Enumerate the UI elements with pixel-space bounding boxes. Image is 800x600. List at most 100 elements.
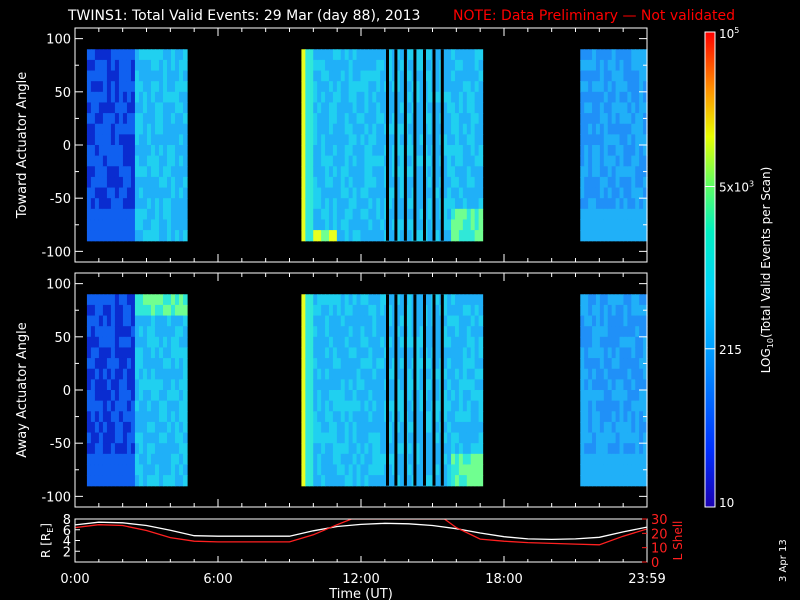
heatmap-cell [631, 368, 636, 380]
heatmap-cell [130, 379, 136, 391]
heatmap-cell [470, 432, 476, 444]
heatmap-cell [162, 134, 168, 146]
heatmap-cell [94, 102, 100, 114]
heatmap-cell [478, 155, 484, 167]
heatmap-cell [462, 400, 468, 412]
heatmap-cell [142, 59, 148, 72]
heatmap-cell [118, 176, 124, 189]
heatmap-cell [162, 347, 168, 359]
heatmap-cell [427, 326, 432, 338]
heatmap-cell [399, 400, 405, 412]
heatmap-cell [474, 176, 480, 189]
heatmap-cell [415, 198, 421, 210]
heatmap-cell [328, 208, 334, 221]
heatmap-cell [592, 113, 597, 125]
heatmap-cell [427, 368, 432, 380]
heatmap-cell [98, 400, 104, 412]
heatmap-cell [305, 134, 310, 146]
heatmap-cell [454, 326, 460, 338]
heatmap-cell [175, 49, 180, 61]
heatmap-cell [344, 304, 350, 317]
heatmap-cell [138, 70, 144, 82]
heatmap-cell [615, 336, 621, 349]
heatmap-cell [639, 123, 644, 135]
heatmap-cell [332, 358, 338, 370]
heatmap-cell [130, 421, 136, 434]
heatmap-cell [635, 176, 640, 189]
heatmap-cell [611, 379, 617, 391]
heatmap-cell [102, 70, 108, 82]
heatmap-cells [86, 49, 648, 242]
heatmap-cell [474, 113, 480, 125]
heatmap-cell [301, 208, 306, 221]
heatmap-cell [639, 326, 644, 338]
heatmap-cell [454, 475, 460, 487]
heatmap-cell [407, 134, 413, 146]
heatmap-cell [599, 145, 605, 157]
heatmap-cell [150, 123, 156, 135]
heatmap-cell [146, 208, 152, 221]
heatmap-cell [435, 70, 440, 82]
heatmap-cell [435, 59, 440, 72]
heatmap-cell [607, 443, 613, 455]
heatmap-cell [122, 123, 128, 135]
heatmap-cell [619, 134, 625, 146]
heatmap-cell [580, 421, 585, 434]
heatmap-cell [447, 208, 452, 221]
heatmap-cell [391, 443, 397, 455]
heatmap-cell [305, 411, 310, 423]
heatmap-cell [305, 304, 310, 317]
heatmap-cell [395, 432, 401, 444]
heatmap-cell [619, 113, 625, 125]
heatmap-cell [391, 155, 397, 167]
heatmap-cell [372, 421, 377, 434]
heatmap-cell [631, 294, 636, 306]
heatmap-cell [179, 315, 184, 327]
heatmap-cell [376, 294, 381, 306]
heatmap-cell [599, 443, 605, 455]
heatmap-cell [443, 166, 448, 178]
heatmap-cell [376, 219, 381, 231]
heatmap-cell [183, 432, 188, 444]
heatmap-cell [162, 145, 168, 157]
heatmap-cell [106, 368, 112, 380]
heatmap-cell [356, 230, 362, 242]
heatmap-cell [407, 336, 413, 349]
heatmap-cell [372, 368, 377, 380]
heatmap-cell [90, 70, 96, 82]
heatmap-cell [309, 326, 314, 338]
heatmap-cell [102, 155, 108, 167]
heatmap-cell [588, 326, 593, 338]
heatmap-cell [443, 475, 448, 487]
heatmap-cell [603, 379, 609, 391]
heatmap-cell [325, 49, 330, 61]
heatmap-cell [643, 336, 648, 349]
heatmap-cell [407, 358, 413, 370]
heatmap-cell [309, 145, 314, 157]
heatmap-cell [301, 134, 306, 146]
heatmap-cell [427, 464, 432, 476]
heatmap-cell [146, 347, 152, 359]
heatmap-cell [470, 70, 476, 82]
heatmap-cell [615, 432, 621, 444]
heatmap-cell [313, 304, 318, 317]
heatmap-cell [313, 336, 318, 349]
heatmap-cell [584, 464, 589, 476]
heatmap-segment [580, 49, 648, 242]
heatmap-cell [102, 134, 108, 146]
heatmap-cell [639, 187, 644, 199]
heatmap-cell [150, 368, 156, 380]
heatmap-cell [419, 326, 425, 338]
heatmap-cell [134, 421, 140, 434]
heatmap-cell [607, 155, 613, 167]
heatmap-cell [122, 59, 128, 72]
heatmap-cell [584, 59, 589, 72]
heatmap-cell [328, 443, 334, 455]
heatmap-cell [474, 453, 480, 466]
heatmap-cell [344, 358, 350, 370]
heatmap-cell [90, 113, 96, 125]
heatmap-cell [356, 400, 362, 412]
heatmap-cell [619, 464, 625, 476]
heatmap-cell [584, 91, 589, 104]
heatmap-cell [376, 155, 381, 167]
